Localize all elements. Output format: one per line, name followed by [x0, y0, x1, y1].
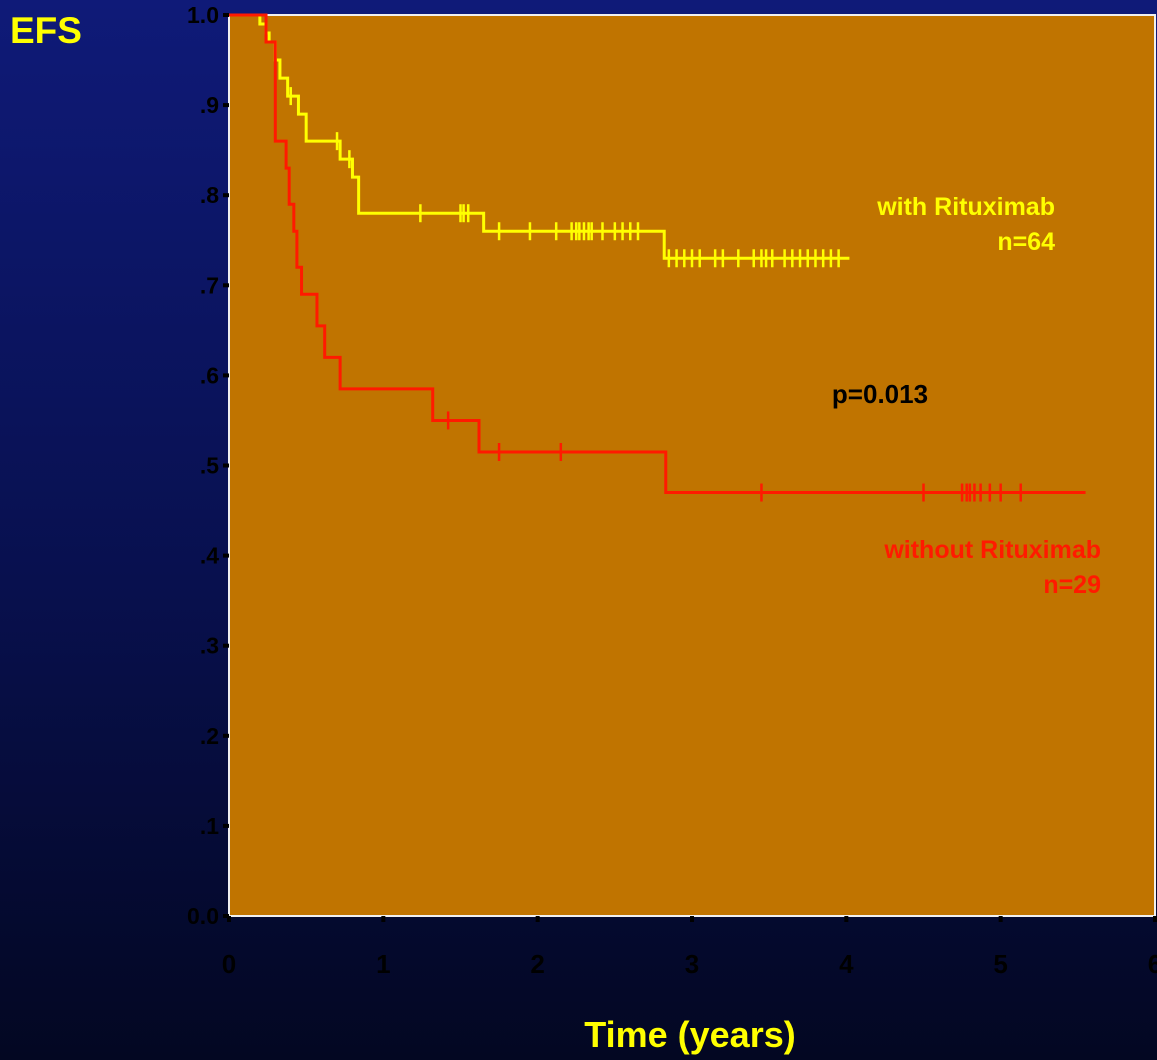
x-tick-label: 1: [376, 949, 390, 979]
x-tick-label: 6: [1148, 949, 1157, 979]
y-tick-label: 0.0: [187, 903, 219, 929]
axis-ticks: 0.0 .1 .2 .3 .4 .5 .6 .7 .8 .9 1.0 0 1 2 3 4 5 6: [187, 2, 1157, 979]
legend-with-rituximab-n: n=64: [997, 228, 1055, 256]
series-without-rituximab: [229, 13, 1086, 502]
y-tick-label: 1.0: [187, 2, 219, 28]
survival-curve-line: [229, 13, 1086, 495]
y-tick-label: .8: [200, 182, 219, 208]
y-axis-label: EFS: [10, 10, 82, 51]
y-tick-label: .7: [200, 272, 219, 298]
y-tick-label: .1: [200, 813, 219, 839]
x-tick-label: 2: [530, 949, 544, 979]
x-tick-label: 3: [685, 949, 699, 979]
y-tick-label: .2: [200, 723, 219, 749]
y-tick-label: .9: [200, 92, 219, 118]
y-tick-label: .4: [200, 543, 219, 569]
series-with-rituximab: [229, 13, 850, 268]
legend-without-rituximab-n: n=29: [1043, 571, 1101, 599]
x-tick-label: 0: [222, 949, 236, 979]
y-tick-label: .5: [200, 453, 219, 479]
legend-without-rituximab: without Rituximab: [883, 536, 1101, 564]
x-axis-label: Time (years): [584, 1014, 795, 1055]
x-tick-label: 4: [839, 949, 854, 979]
legend-with-rituximab: with Rituximab: [876, 193, 1055, 221]
x-tick-label: 5: [993, 949, 1007, 979]
p-value-annotation: p=0.013: [832, 379, 928, 409]
y-tick-label: .3: [200, 633, 219, 659]
plot-area: [228, 14, 1156, 917]
survival-curves: [229, 13, 1086, 502]
y-tick-label: .6: [200, 362, 219, 388]
